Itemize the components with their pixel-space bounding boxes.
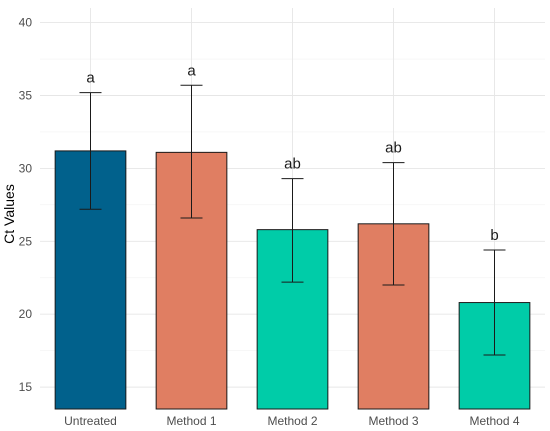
y-axis-title: Ct Values [1,184,17,244]
significance-label: a [86,70,95,87]
significance-label-layer: a a ab ab b [86,62,498,244]
x-tick-label: Method 3 [368,414,418,428]
y-tick-label: 25 [19,234,33,248]
x-tick-label: Untreated [64,414,117,428]
x-tick-label: Method 2 [267,414,317,428]
axis-layer: 15 20 25 30 35 40 Untreated Method 1 Method 2 Met… [19,16,520,428]
y-tick-label: 15 [19,380,33,394]
x-tick-label: Method 4 [469,414,519,428]
y-tick-label: 20 [19,307,33,321]
bar-method-2 [256,229,329,410]
y-tick-label: 30 [19,161,33,175]
y-tick-label: 40 [19,16,33,30]
significance-label: ab [284,156,301,173]
significance-label: b [490,227,498,244]
x-tick-label: Method 1 [166,414,216,428]
significance-label: ab [385,140,402,157]
error-bar-layer [79,84,506,356]
significance-label: a [187,62,196,79]
y-tick-label: 35 [19,88,33,102]
